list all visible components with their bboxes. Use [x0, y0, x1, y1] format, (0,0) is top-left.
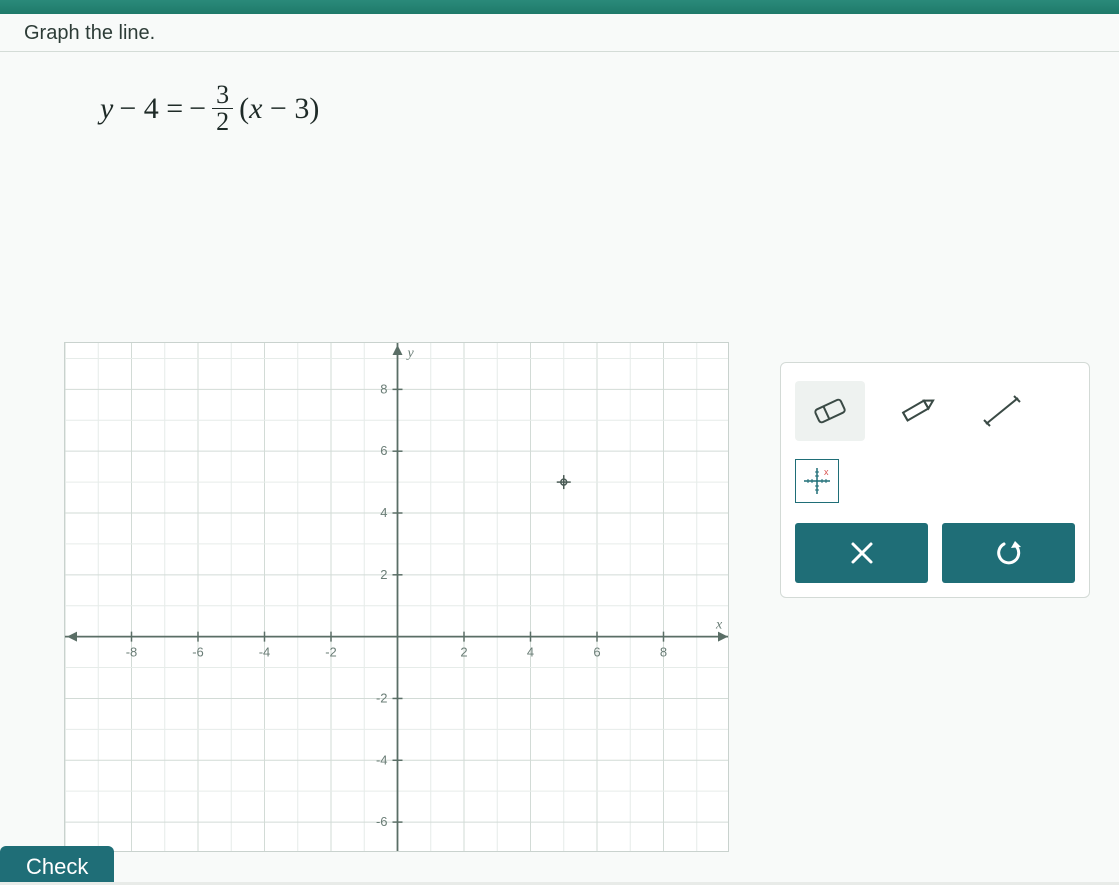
- eraser-icon: [808, 394, 852, 428]
- svg-text:-4: -4: [376, 752, 388, 767]
- eq-neg: −: [189, 92, 206, 126]
- eq-lhs-op: − 4 =: [119, 92, 183, 126]
- tool-row-1: [795, 381, 1075, 441]
- svg-text:-2: -2: [376, 690, 388, 705]
- svg-text:-6: -6: [376, 814, 388, 829]
- svg-text:6: 6: [593, 645, 600, 660]
- clear-button[interactable]: [795, 523, 928, 583]
- work-area: y − 4 = − 3 2 (x − 3) y x -8 -6 -4 -2 2 4 6 8 2 4 6 8…: [0, 52, 1119, 882]
- svg-text:4: 4: [527, 645, 534, 660]
- equation: y − 4 = − 3 2 (x − 3): [100, 82, 319, 135]
- eq-frac-den: 2: [212, 109, 233, 135]
- fill-graph-tool[interactable]: x: [795, 459, 839, 503]
- svg-text:x: x: [824, 467, 829, 477]
- tool-row-2: x: [795, 459, 1075, 503]
- close-icon: [849, 540, 875, 566]
- svg-text:8: 8: [380, 381, 387, 396]
- plotted-point[interactable]: [557, 475, 571, 489]
- eq-tail: (x − 3): [239, 92, 319, 126]
- svg-text:-2: -2: [325, 645, 337, 660]
- undo-button[interactable]: [942, 523, 1075, 583]
- check-button[interactable]: Check: [0, 846, 114, 882]
- svg-text:x: x: [715, 618, 723, 633]
- toolbox: x: [780, 362, 1090, 598]
- svg-text:2: 2: [380, 567, 387, 582]
- pencil-icon: [894, 394, 938, 428]
- svg-text:2: 2: [460, 645, 467, 660]
- prompt-text: Graph the line.: [24, 22, 1095, 45]
- graph-panel[interactable]: y x -8 -6 -4 -2 2 4 6 8 2 4 6 8 -2 -4 -6: [64, 342, 729, 852]
- graph-canvas[interactable]: y x -8 -6 -4 -2 2 4 6 8 2 4 6 8 -2 -4 -6: [65, 343, 729, 852]
- pencil-tool[interactable]: [881, 381, 951, 441]
- svg-text:-4: -4: [259, 645, 271, 660]
- eq-fraction: 3 2: [212, 82, 233, 135]
- prompt-strip: Graph the line.: [0, 14, 1119, 52]
- svg-text:8: 8: [660, 645, 667, 660]
- svg-text:y: y: [406, 346, 415, 361]
- eq-frac-num: 3: [212, 82, 233, 109]
- eraser-tool[interactable]: [795, 381, 865, 441]
- fill-graph-icon: x: [800, 464, 834, 498]
- svg-text:-6: -6: [192, 645, 204, 660]
- eq-y: y: [100, 92, 113, 126]
- svg-text:4: 4: [380, 505, 387, 520]
- svg-text:6: 6: [380, 443, 387, 458]
- svg-text:-8: -8: [126, 645, 138, 660]
- line-icon: [980, 394, 1024, 428]
- undo-icon: [995, 539, 1023, 567]
- line-tool[interactable]: [967, 381, 1037, 441]
- action-row: [795, 523, 1075, 583]
- app-header-bar: [0, 0, 1119, 14]
